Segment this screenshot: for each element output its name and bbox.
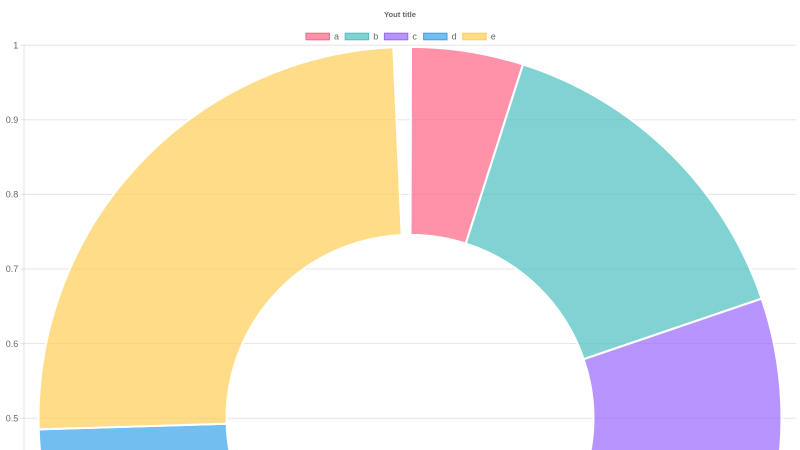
svg-text:a: a — [334, 32, 339, 42]
svg-text:e: e — [491, 32, 496, 42]
svg-text:0.7: 0.7 — [6, 264, 19, 274]
svg-text:0.6: 0.6 — [6, 339, 19, 349]
svg-text:0.5: 0.5 — [6, 413, 19, 423]
svg-text:0.9: 0.9 — [6, 115, 19, 125]
svg-text:b: b — [373, 32, 378, 42]
svg-text:1: 1 — [13, 40, 18, 50]
svg-text:Yout title: Yout title — [384, 10, 416, 19]
svg-text:c: c — [412, 32, 417, 42]
svg-text:0.8: 0.8 — [6, 190, 19, 200]
svg-text:d: d — [452, 32, 457, 42]
